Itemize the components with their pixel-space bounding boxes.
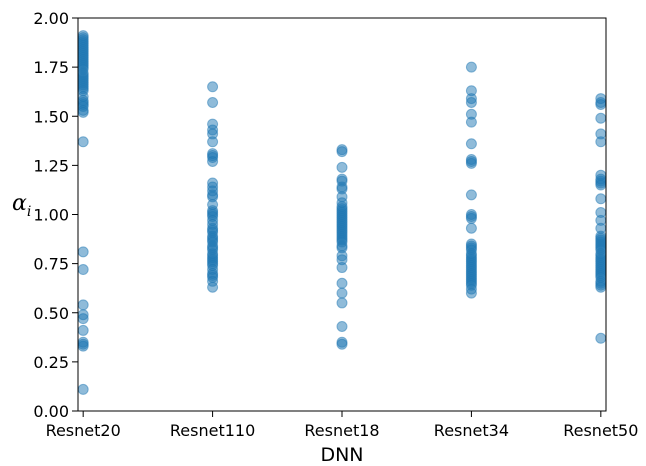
data-point (207, 155, 219, 167)
y-tick-label: 1.75 (33, 58, 69, 77)
data-point (77, 246, 89, 258)
y-tick-label: 1.00 (33, 206, 69, 225)
y-axis-label-main: α (12, 191, 27, 216)
data-point (207, 81, 219, 93)
data-point (207, 281, 219, 293)
x-tick-label: Resnet20 (46, 421, 121, 440)
data-point (336, 262, 348, 274)
data-point (336, 146, 348, 158)
data-point (77, 340, 89, 352)
data-points (77, 30, 607, 395)
data-point (465, 116, 477, 128)
data-point (207, 96, 219, 108)
x-axis: Resnet20 Resnet110 Resnet18 Resnet34 Resnet5… (46, 411, 638, 440)
data-point (465, 138, 477, 150)
data-point (336, 287, 348, 299)
x-axis-label: DNN (320, 444, 363, 466)
data-point (465, 222, 477, 234)
data-point (595, 281, 607, 293)
data-point (465, 96, 477, 108)
y-tick-label: 0.00 (33, 402, 69, 421)
data-point (207, 136, 219, 148)
y-axis: 0.00 0.25 0.50 0.75 1.00 1.25 1.50 1.75 2.00 (33, 9, 78, 421)
data-point (336, 338, 348, 350)
y-axis-label: αi (12, 191, 31, 220)
data-point (77, 136, 89, 148)
y-axis-label-subscript: i (27, 204, 31, 220)
data-point (336, 297, 348, 309)
data-point (595, 98, 607, 110)
data-point (465, 287, 477, 299)
y-tick-label: 0.75 (33, 255, 69, 274)
data-point (595, 136, 607, 148)
y-tick-label: 0.50 (33, 304, 69, 323)
data-point (77, 313, 89, 325)
data-point (595, 179, 607, 191)
x-tick-label: Resnet18 (304, 421, 379, 440)
data-point (77, 264, 89, 276)
data-point (336, 277, 348, 289)
y-tick-label: 1.25 (33, 156, 69, 175)
x-tick-label: Resnet34 (434, 421, 509, 440)
y-tick-label: 0.25 (33, 353, 69, 372)
y-tick-label: 2.00 (33, 9, 69, 28)
data-point (595, 193, 607, 205)
data-point (595, 112, 607, 124)
y-tick-label: 1.50 (33, 107, 69, 126)
data-point (465, 157, 477, 169)
data-point (336, 321, 348, 333)
data-point (336, 161, 348, 173)
data-point (77, 299, 89, 311)
data-point (595, 332, 607, 344)
data-point (465, 61, 477, 73)
data-point (77, 324, 89, 336)
x-tick-label: Resnet110 (170, 421, 255, 440)
data-point (465, 189, 477, 201)
data-point (77, 106, 89, 118)
x-tick-label: Resnet50 (563, 421, 638, 440)
data-point (77, 383, 89, 395)
data-point (465, 212, 477, 224)
